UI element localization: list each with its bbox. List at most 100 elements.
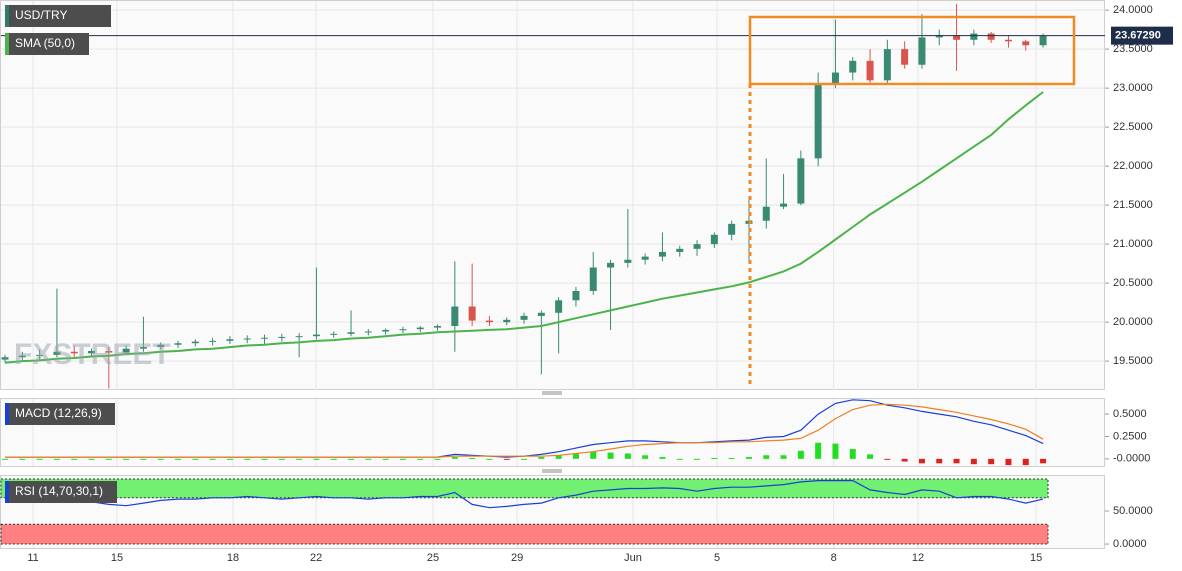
x-tick-label: 12 xyxy=(912,552,924,564)
sma-swatch xyxy=(5,33,9,55)
histogram-bar xyxy=(313,458,320,460)
oversold-band xyxy=(0,523,1049,545)
y-tick-label: 22.5000 xyxy=(1113,121,1153,133)
histogram-bar xyxy=(140,458,147,460)
histogram-bar xyxy=(105,458,112,460)
y-tick-label: 24.0000 xyxy=(1113,4,1153,16)
range-box xyxy=(748,15,1076,86)
rsi-line xyxy=(4,480,1044,509)
candle-body xyxy=(434,326,442,328)
histogram-bar xyxy=(382,458,389,460)
candle-body xyxy=(831,72,839,85)
histogram-bar xyxy=(123,458,130,460)
x-tick-label: 5 xyxy=(714,552,720,564)
y-tick-label: 50.0000 xyxy=(1113,505,1153,517)
histogram-bar xyxy=(2,458,9,460)
candle-body xyxy=(295,336,303,338)
y-tick-label: 23.5000 xyxy=(1113,43,1153,55)
histogram-bar xyxy=(694,458,701,460)
x-tick-label: 29 xyxy=(511,552,523,564)
candle-body xyxy=(209,340,217,342)
histogram-bar xyxy=(832,443,839,459)
candle-body xyxy=(607,262,615,268)
macd-swatch xyxy=(5,403,9,425)
candle-body xyxy=(399,329,407,331)
y-tick-label: 0.5000 xyxy=(1113,408,1147,420)
candle-body xyxy=(226,339,234,341)
histogram-bar xyxy=(728,457,735,459)
candle-body xyxy=(572,290,580,301)
candle-body xyxy=(624,259,632,263)
candle-body xyxy=(537,312,545,316)
candle-body xyxy=(970,33,978,40)
candle-body xyxy=(866,60,874,81)
x-tick-label: 15 xyxy=(111,552,123,564)
candle-body xyxy=(814,84,822,159)
histogram-bar xyxy=(901,458,908,462)
histogram-bar xyxy=(1022,458,1029,466)
candle-body xyxy=(330,333,338,335)
candle-body xyxy=(18,355,26,358)
histogram-bar xyxy=(486,458,493,460)
y-tick-label: 22.0000 xyxy=(1113,160,1153,172)
watermark: FXSTREET xyxy=(14,338,171,371)
histogram-bar xyxy=(1005,458,1012,466)
overbought-band xyxy=(0,478,1049,499)
histogram-bar xyxy=(469,457,476,459)
histogram-bar xyxy=(815,442,822,459)
histogram-bar xyxy=(676,458,683,460)
candle-body xyxy=(1004,39,1012,42)
histogram-bar xyxy=(1040,458,1047,464)
macd-box xyxy=(5,403,115,425)
y-tick-label: -0.0000 xyxy=(1113,453,1150,465)
candle-body xyxy=(555,300,563,313)
candle-body xyxy=(520,315,528,320)
candle-body xyxy=(589,267,597,291)
histogram-bar xyxy=(226,458,233,460)
histogram-bar xyxy=(192,458,199,460)
candle-body xyxy=(658,251,666,257)
candle-body xyxy=(901,49,909,65)
candle-body xyxy=(468,306,476,321)
histogram-bar xyxy=(538,457,545,459)
sma-line xyxy=(4,91,1044,364)
histogram-bar xyxy=(607,452,614,459)
histogram-bar xyxy=(970,458,977,465)
rsi-box xyxy=(5,481,117,503)
histogram-bar xyxy=(918,458,925,464)
candle-body xyxy=(364,331,372,333)
histogram-bar xyxy=(953,458,960,464)
histogram-bar xyxy=(849,449,856,459)
macd-line xyxy=(5,403,1044,458)
sma-label: SMA (50,0) xyxy=(15,36,75,50)
x-tick-label: 18 xyxy=(227,552,239,564)
candle-body xyxy=(53,351,61,355)
candle-body xyxy=(849,60,857,73)
y-tick-label: 0.2500 xyxy=(1113,430,1147,442)
candle-body xyxy=(278,336,286,338)
candle-body xyxy=(174,343,182,345)
x-tick-label: 15 xyxy=(1030,552,1042,564)
macd-pane xyxy=(0,398,1105,467)
symbol-box xyxy=(5,5,111,27)
histogram-bar xyxy=(988,458,995,465)
histogram-bar xyxy=(36,458,43,460)
histogram-bar xyxy=(780,455,787,459)
y-tick-label: 21.0000 xyxy=(1113,238,1153,250)
candle-body xyxy=(935,35,943,38)
candle-body xyxy=(797,158,805,204)
candle-body xyxy=(485,320,493,323)
histogram-bar xyxy=(745,457,752,459)
histogram-bar xyxy=(53,458,60,460)
last-price-label: 23.67290 xyxy=(1115,30,1161,42)
candle-body xyxy=(883,49,891,81)
histogram-bar xyxy=(451,457,458,459)
histogram-bar xyxy=(624,453,631,459)
candle-body xyxy=(416,327,424,330)
candle-body xyxy=(312,334,320,337)
candle-body xyxy=(122,348,130,353)
candle-body xyxy=(347,332,355,334)
candle-body xyxy=(780,203,788,207)
histogram-bar xyxy=(590,451,597,459)
candle-body xyxy=(191,341,199,344)
